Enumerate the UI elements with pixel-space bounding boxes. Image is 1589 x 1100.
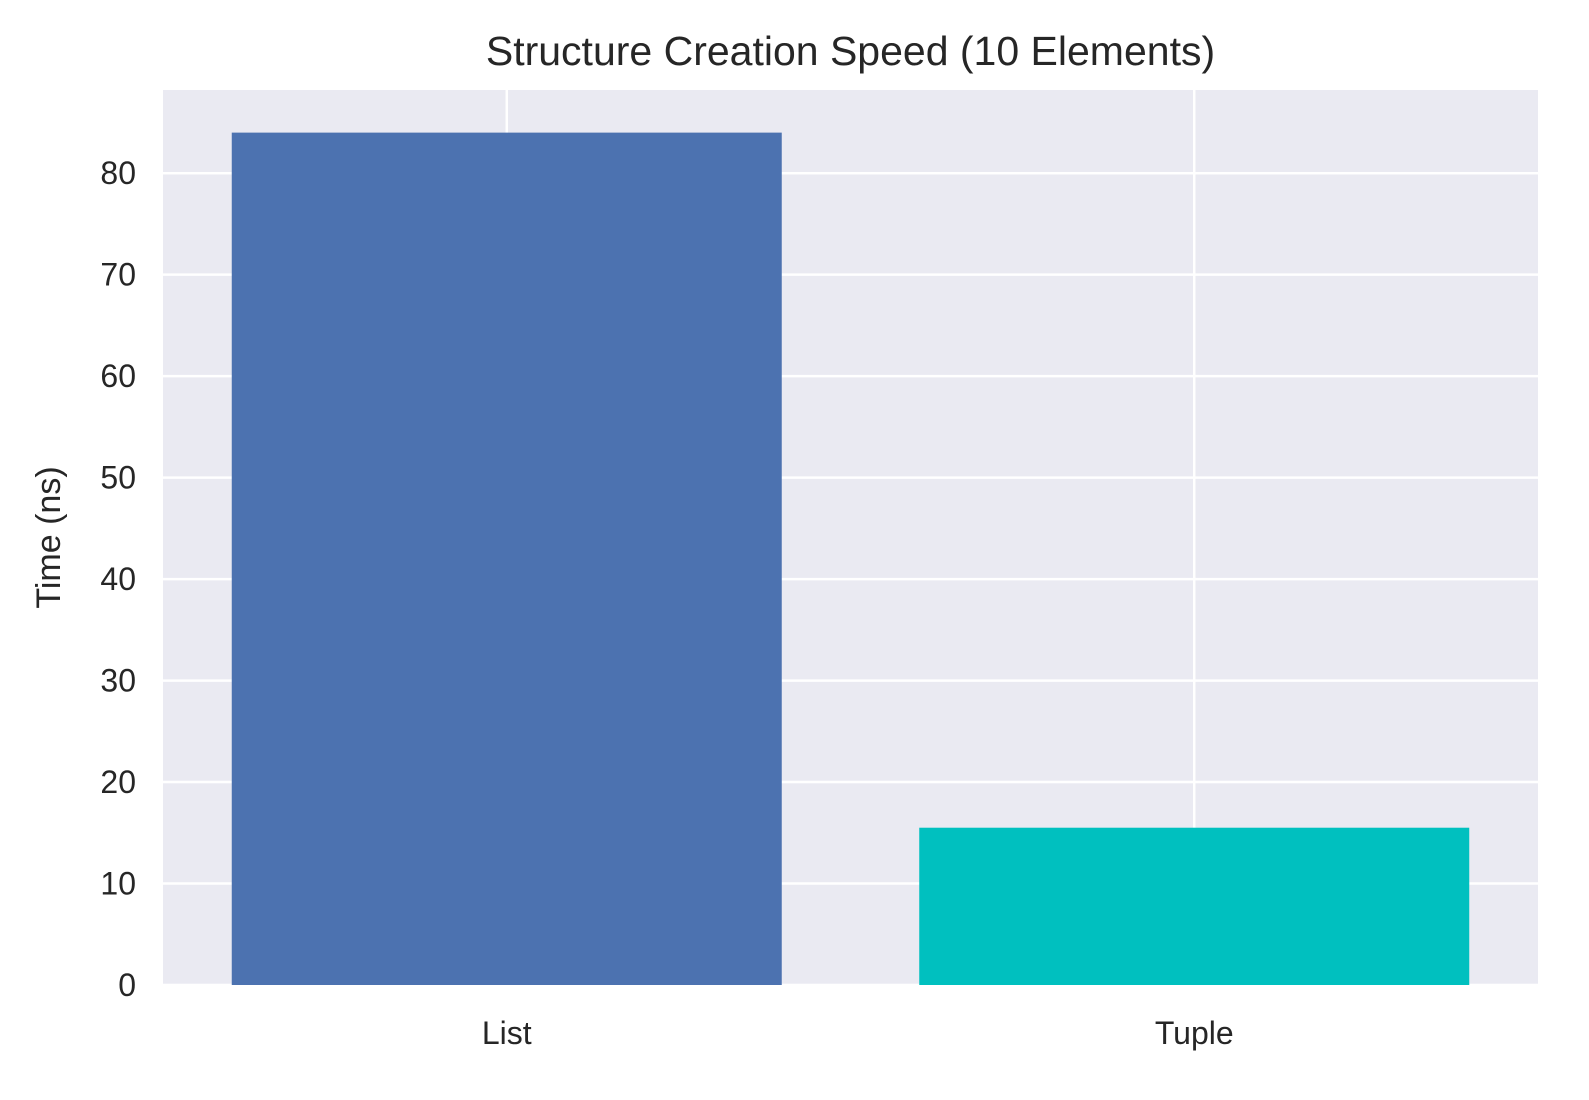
- bars: [231, 132, 1470, 986]
- y-tick-label: 30: [100, 663, 136, 699]
- x-tick-label: Tuple: [1155, 1015, 1234, 1051]
- bar-list: [231, 132, 782, 986]
- y-tick-label: 80: [100, 155, 136, 191]
- y-tick-label: 60: [100, 358, 136, 394]
- y-axis-label: Time (ns): [30, 466, 68, 608]
- x-tick-label: List: [482, 1015, 532, 1051]
- y-tick-label: 10: [100, 866, 136, 902]
- bar-tuple: [919, 827, 1470, 985]
- x-axis-ticks: List Tuple: [482, 1015, 1234, 1051]
- y-tick-label: 0: [118, 967, 136, 1003]
- y-tick-label: 50: [100, 460, 136, 496]
- y-tick-label: 20: [100, 764, 136, 800]
- y-tick-label: 70: [100, 257, 136, 293]
- y-axis-ticks: 0 10 20 30 40 50 60 70 80: [100, 155, 136, 1003]
- y-tick-label: 40: [100, 561, 136, 597]
- chart-title: Structure Creation Speed (10 Elements): [486, 28, 1215, 74]
